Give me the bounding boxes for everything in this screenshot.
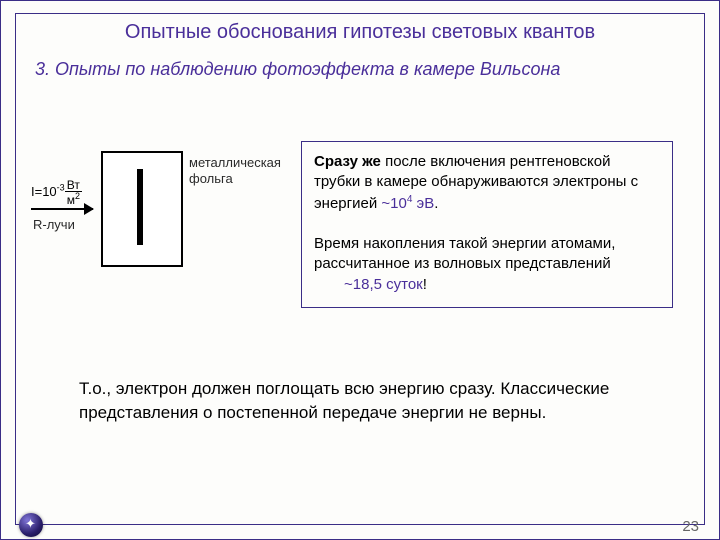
arrow-icon [31, 208, 93, 210]
intensity-den: м2 [65, 192, 82, 206]
logo-icon [19, 513, 43, 537]
intensity-exp: -3 [57, 183, 65, 193]
energy-value: ~104 эВ [381, 195, 434, 212]
slide-subtitle: 3. Опыты по наблюдению фотоэффекта в кам… [35, 59, 560, 80]
slide-title: Опытные обоснования гипотезы световых кв… [1, 21, 719, 44]
slide: Опытные обоснования гипотезы световых кв… [0, 0, 720, 540]
r-rays-label: R-лучи [33, 217, 75, 232]
bang: ! [423, 276, 427, 293]
intensity-fraction: Втм2 [65, 179, 82, 206]
days-value: ~18,5 суток [344, 276, 423, 293]
info-para2: Время накопления такой энергии атомами, … [314, 234, 660, 295]
foil-label-line1: металлическая [189, 155, 281, 170]
intensity-label: I=10-3Втм2 [31, 179, 82, 206]
period1: . [434, 195, 438, 212]
foil-slit [137, 169, 143, 245]
info-box: Сразу же после включения рентгеновской т… [301, 141, 673, 308]
intensity-prefix: I=10 [31, 184, 57, 199]
foil-label: металлическая фольга [189, 155, 281, 188]
foil-label-line2: фольга [189, 171, 233, 186]
page-number: 23 [682, 518, 699, 535]
conclusion-text: Т.о., электрон должен поглощать всю энер… [79, 377, 639, 425]
info-para1: Сразу же после включения рентгеновской т… [314, 152, 660, 214]
info-bold: Сразу же [314, 153, 381, 170]
